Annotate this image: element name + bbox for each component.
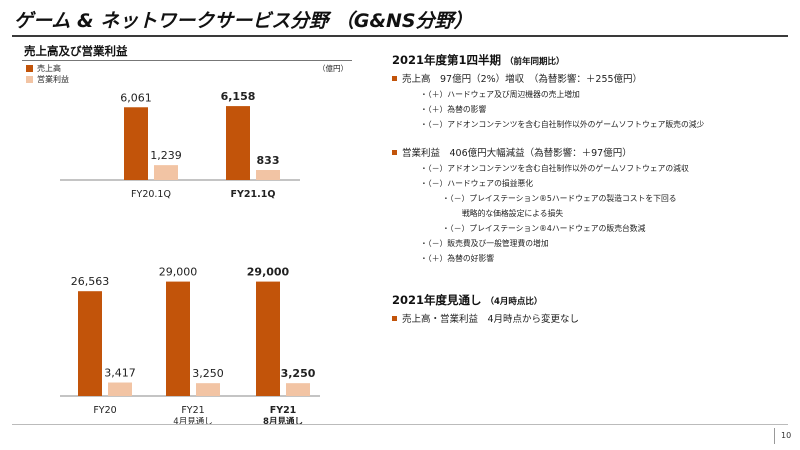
category-label: FY21 <box>181 405 204 416</box>
q1-title: 2021年度第1四半期 <box>392 53 502 67</box>
q1-sales-bullet: 売上高 97億円（2%）増収 （為替影響：＋255億円） <box>392 71 792 85</box>
q1-op-subitem-continued: 戦略的な価格設定による損失 <box>462 209 564 218</box>
q1-sales-item: ・（＋）為替の影響 <box>420 105 487 114</box>
bar-label-operating-income: 833 <box>257 154 280 167</box>
bullet-square-icon <box>392 75 397 81</box>
bar-label-operating-income: 1,239 <box>150 149 182 162</box>
q1-op-item: ・（－）ハードウェアの損益悪化 <box>420 179 534 188</box>
commentary-panel: 2021年度第1四半期 （前年同期比） 売上高 97億円（2%）増収 （為替影響：… <box>392 52 792 325</box>
bar-sales <box>166 281 190 396</box>
bar-label-operating-income: 3,250 <box>192 367 224 380</box>
legend-item-sales: 売上高 <box>26 63 69 74</box>
category-label: FY21 <box>270 405 297 416</box>
bar-sales <box>78 291 102 396</box>
chart-section-heading: 売上高及び営業利益 <box>24 44 128 58</box>
page-title: ゲーム & ネットワークサービス分野 （G&NS分野） <box>14 10 473 32</box>
bar-operating-income <box>108 382 132 396</box>
bar-operating-income <box>256 170 280 180</box>
legend-item-operating-income: 営業利益 <box>26 74 69 85</box>
q1-op-item: ・（＋）為替の好影響 <box>420 254 495 263</box>
quarterly-bar-chart: 6,061 1,239 FY20.1Q 6,158 833 FY21.1Q <box>60 90 300 200</box>
fy-forecast-text: 売上高・営業利益 4月時点から変更なし <box>402 314 580 325</box>
bar-label-operating-income: 3,417 <box>104 367 136 380</box>
bar-label-sales: 29,000 <box>247 266 290 279</box>
fy-forecast-bullet: 売上高・営業利益 4月時点から変更なし <box>392 311 792 325</box>
category-label: FY20.1Q <box>131 189 171 200</box>
bar-sales <box>124 107 148 180</box>
bar-operating-income <box>196 383 220 396</box>
q1-op-subitem: ・（－）プレイステーション®4ハードウェアの販売台数減 <box>442 224 646 233</box>
q1-sales-item: ・（＋）ハードウェア及び周辺機器の売上増加 <box>420 90 580 99</box>
bar-operating-income <box>286 383 310 396</box>
q1-operating-income-bullet: 営業利益 406億円大幅減益（為替影響：＋97億円） <box>392 145 792 159</box>
legend-label-operating-income: 営業利益 <box>37 75 69 84</box>
q1-op-item: ・（－）アドオンコンテンツを含む自社制作以外のゲームソフトウェアの減収 <box>420 164 689 173</box>
bar-label-sales: 6,061 <box>120 91 152 104</box>
category-label: FY20 <box>93 405 116 416</box>
chart-legend: 売上高 営業利益 <box>26 63 69 85</box>
legend-label-sales: 売上高 <box>37 64 61 73</box>
q1-section-title: 2021年度第1四半期 （前年同期比） <box>392 52 792 68</box>
q1-op-item: ・（－）販売費及び一般管理費の増加 <box>420 239 549 248</box>
title-divider <box>12 35 788 37</box>
bar-operating-income <box>154 165 178 180</box>
q1-sales-text: 売上高 97億円（2%）増収 （為替影響：＋255億円） <box>402 74 643 85</box>
bar-label-sales: 6,158 <box>221 90 256 103</box>
chart-heading-divider <box>22 60 352 61</box>
unit-label: （億円） <box>318 64 348 73</box>
fy-title: 2021年度見通し <box>392 293 482 307</box>
annual-bar-chart: 26,5633,417FY2029,0003,250FY214月見通し29,00… <box>60 266 320 427</box>
page-number-divider <box>774 428 775 444</box>
category-label: 4月見通し <box>173 416 212 427</box>
q1-sales-item: ・（－）アドオンコンテンツを含む自社制作以外のゲームソフトウェア販売の減少 <box>420 120 705 129</box>
page-number: 10 <box>781 431 792 440</box>
bar-sales <box>256 281 280 396</box>
bullet-square-icon <box>392 315 397 321</box>
fy-section-title: 2021年度見通し （4月時点比） <box>392 292 792 308</box>
fy-title-note: （4月時点比） <box>485 297 543 307</box>
bar-label-sales: 29,000 <box>159 266 198 279</box>
bullet-square-icon <box>392 149 397 155</box>
category-label: 8月見通し <box>263 416 303 427</box>
bar-label-operating-income: 3,250 <box>281 367 316 380</box>
legend-swatch-sales <box>26 65 33 72</box>
category-label: FY21.1Q <box>231 189 276 200</box>
footer-divider <box>12 424 788 425</box>
q1-title-note: （前年同期比） <box>505 57 565 67</box>
bar-sales <box>226 106 250 180</box>
legend-swatch-operating-income <box>26 76 33 83</box>
q1-op-subitem: ・（－）プレイステーション®5ハードウェアの製造コストを下回る <box>442 194 677 203</box>
bar-label-sales: 26,563 <box>71 275 110 288</box>
q1-operating-income-text: 営業利益 406億円大幅減益（為替影響：＋97億円） <box>402 148 632 159</box>
